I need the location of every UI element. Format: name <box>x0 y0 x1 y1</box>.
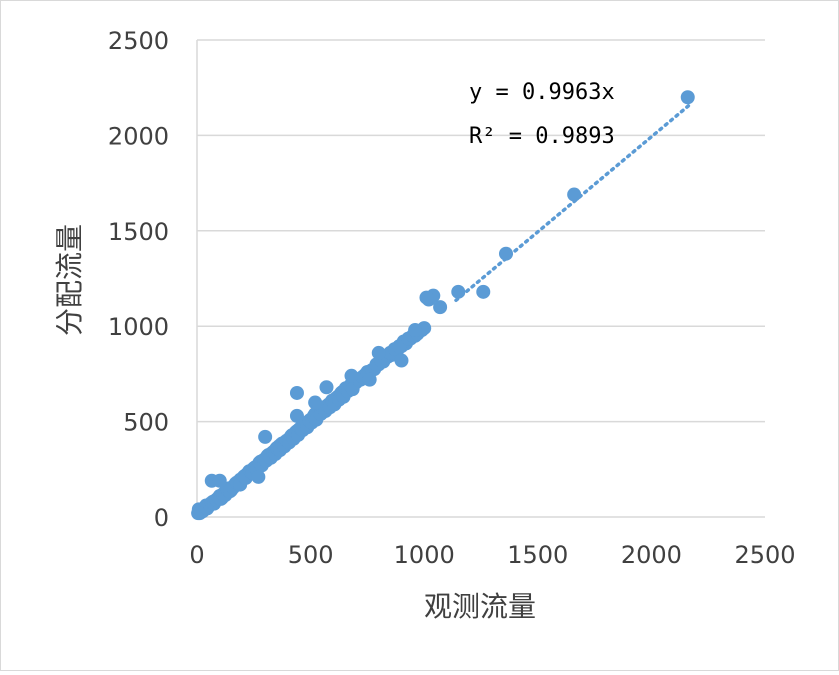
x-tick-label: 1000 <box>394 541 455 569</box>
trendline <box>454 103 691 303</box>
data-point <box>258 429 273 444</box>
y-tick-label: 2500 <box>108 27 169 55</box>
x-tick-label: 0 <box>189 541 204 569</box>
r-squared-label: R² = 0.9893 <box>469 124 615 149</box>
data-point <box>394 353 409 368</box>
data-point <box>344 368 359 383</box>
data-point <box>319 380 334 395</box>
y-tick-label: 0 <box>154 504 169 532</box>
data-point <box>289 385 304 400</box>
y-tick-label: 2000 <box>108 122 169 150</box>
y-tick-label: 1500 <box>108 218 169 246</box>
data-point <box>567 187 582 202</box>
data-point <box>476 284 491 299</box>
x-axis-title: 观测流量 <box>424 590 536 623</box>
data-point <box>498 246 513 261</box>
data-point <box>408 323 423 338</box>
data-point <box>680 90 695 105</box>
x-tick-label: 1500 <box>507 541 568 569</box>
data-point <box>419 290 434 305</box>
data-point <box>433 300 448 315</box>
trendline-equation: y = 0.9963x <box>469 80 615 105</box>
data-point <box>289 408 304 423</box>
y-tick-label: 500 <box>123 409 169 437</box>
y-axis-ticks: 0 500 1000 1500 2000 2500 <box>108 27 169 532</box>
x-tick-label: 2500 <box>734 541 795 569</box>
y-axis-title: 分配流量 <box>53 224 86 336</box>
data-point <box>362 372 377 387</box>
data-point <box>371 345 386 360</box>
data-point <box>212 473 227 488</box>
data-point <box>308 395 323 410</box>
gridlines <box>196 39 765 518</box>
data-point <box>251 469 266 484</box>
data-points <box>191 90 695 521</box>
x-tick-label: 500 <box>288 541 334 569</box>
x-axis-ticks: 0 500 1000 1500 2000 2500 <box>189 541 795 569</box>
y-tick-label: 1000 <box>108 313 169 341</box>
x-tick-label: 2000 <box>621 541 682 569</box>
data-point <box>451 284 466 299</box>
